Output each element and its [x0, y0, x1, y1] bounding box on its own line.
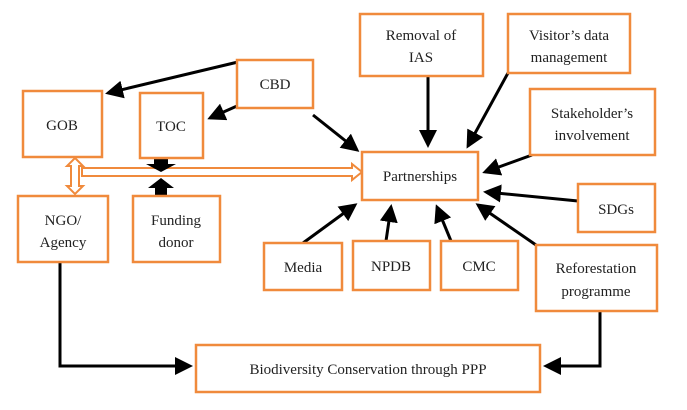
node-label: NPDB	[371, 259, 411, 275]
node-gob: GOB	[21, 89, 104, 159]
node-label: GOB	[46, 118, 78, 134]
node-sdgs: SDGs	[576, 182, 657, 234]
node-label: donor	[159, 235, 194, 251]
node-label: Stakeholder’s	[551, 106, 633, 122]
toc-block-arrow-down	[146, 158, 176, 172]
node-cmc: CMC	[439, 239, 520, 292]
node-label: Agency	[40, 235, 87, 251]
node-label: NGO/	[45, 213, 82, 229]
node-label: CBD	[260, 77, 291, 93]
node-label: CMC	[462, 259, 495, 275]
node-media: Media	[262, 241, 344, 292]
funding-block-arrow-up	[148, 178, 174, 196]
node-label: Funding	[151, 213, 202, 229]
node-reforestation: Reforestation programme	[534, 243, 659, 313]
node-cbd: CBD	[235, 58, 315, 110]
node-label: programme	[561, 284, 630, 300]
node-stakeholder: Stakeholder’s involvement	[528, 87, 657, 157]
node-label: TOC	[156, 119, 186, 135]
node-npdb: NPDB	[351, 239, 432, 292]
node-funding-donor: Funding donor	[131, 194, 222, 264]
node-label: IAS	[409, 50, 433, 66]
node-label: management	[531, 50, 608, 66]
node-ngo-agency: NGO/ Agency	[16, 194, 110, 264]
node-label: SDGs	[598, 202, 634, 218]
node-label: Media	[284, 260, 323, 276]
node-label: Biodiversity Conservation through PPP	[249, 362, 486, 378]
double-arrow-gob-ngo	[64, 156, 86, 196]
double-arrow-to-partnerships	[81, 161, 364, 183]
node-visitor-data: Visitor’s data management	[506, 12, 632, 75]
node-toc: TOC	[138, 91, 205, 160]
node-removal-ias: Removal of IAS	[358, 12, 485, 78]
node-partnerships: Partnerships	[360, 150, 480, 202]
arrows	[58, 60, 602, 375]
node-label: Removal of	[386, 28, 456, 44]
node-label: Reforestation	[556, 261, 637, 277]
node-label: involvement	[555, 128, 631, 144]
node-label: Partnerships	[383, 169, 457, 185]
node-biodiversity: Biodiversity Conservation through PPP	[194, 343, 542, 394]
node-label: Visitor’s data	[529, 28, 609, 44]
